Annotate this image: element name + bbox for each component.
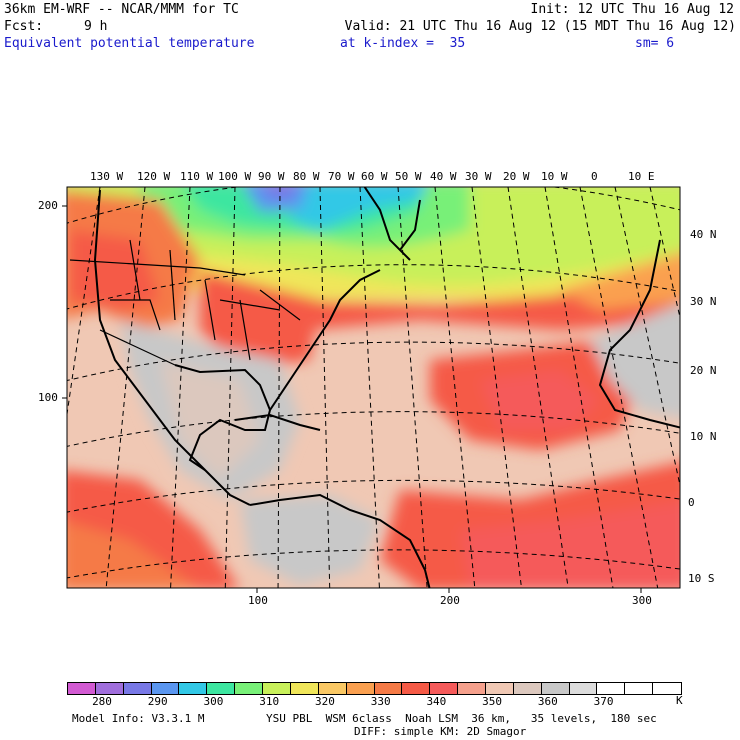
grid-x-label: 200 (440, 594, 460, 607)
lon-label: 50 W (395, 170, 422, 183)
colorbar-tick-label: 290 (147, 695, 168, 708)
colorbar-tick-label: 310 (259, 695, 280, 708)
diffusion-info: DIFF: simple KM: 2D Smagor (354, 725, 527, 738)
colorbar-cell (206, 682, 236, 695)
model-title: 36km EM-WRF -- NCAR/MMM for TC (4, 2, 239, 17)
colorbar-tick-label: 280 (92, 695, 112, 708)
colorbar-cell (289, 682, 319, 695)
colorbar-cell (484, 682, 514, 695)
forecast-label: Fcst: (4, 19, 44, 34)
init-time: Init: 12 UTC Thu 16 Aug 12 (530, 2, 735, 17)
lat-label: 0 (688, 496, 695, 509)
colorbar-tick-label: 320 (314, 695, 335, 708)
colorbar-cell (652, 682, 682, 695)
colorbar-cell (401, 682, 431, 695)
model-info: Model Info: V3.3.1 M (72, 712, 205, 725)
field-name: Equivalent potential temperature (4, 36, 255, 51)
lon-label: 90 W (258, 170, 285, 183)
colorbar-cell (345, 682, 375, 695)
valid-time: Valid: 21 UTC Thu 16 Aug 12 (15 MDT Thu … (344, 19, 736, 34)
grid-x-label: 100 (248, 594, 268, 607)
colorbar-cell (122, 682, 152, 695)
colorbar-cell (457, 682, 486, 695)
lon-label: 60 W (361, 170, 388, 183)
graticule (67, 187, 680, 588)
colorbar-cell (429, 682, 459, 695)
lon-label: 100 W (218, 170, 252, 183)
coastlines (93, 187, 680, 588)
colorbar-cell (540, 682, 570, 695)
level-info: at k-index = 35 (340, 36, 466, 51)
colorbar-cell (150, 682, 180, 695)
colorbar-tick-label: 330 (370, 695, 391, 708)
lon-label: 40 W (430, 170, 457, 183)
lon-label: 110 W (180, 170, 214, 183)
map-frame (66, 186, 681, 589)
lat-label: 40 N (690, 228, 717, 241)
lon-label: 10 E (628, 170, 655, 183)
colorbar-cell (67, 682, 96, 695)
colorbar-tick-label: 370 (593, 695, 614, 708)
lat-label: 10 N (690, 430, 717, 443)
colorbar-tick-label: 340 (426, 695, 447, 708)
field-shading (67, 187, 680, 588)
colorbar-cell (262, 682, 291, 695)
grid-y-label: 100 (38, 391, 58, 404)
colorbar-cell (178, 682, 208, 695)
lon-label: 20 W (503, 170, 530, 183)
colorbar-cell (234, 682, 264, 695)
colorbar-tick-label: 350 (482, 695, 503, 708)
colorbar-unit: K (676, 694, 683, 707)
lon-label: 120 W (137, 170, 171, 183)
colorbar-cell (317, 682, 347, 695)
lon-label: 80 W (293, 170, 320, 183)
lat-label: 20 N (690, 364, 717, 377)
lon-label: 130 W (90, 170, 124, 183)
grid-x-label: 300 (632, 594, 652, 607)
colorbar-tick-label: 360 (537, 695, 558, 708)
lon-label: 0 (591, 170, 598, 183)
colorbar-cell (568, 682, 598, 695)
lat-label: 30 N (690, 295, 717, 308)
smoothing-info: sm= 6 (635, 36, 675, 51)
political-borders (69, 239, 301, 366)
lon-label: 10 W (541, 170, 568, 183)
axis-ticks (62, 205, 642, 593)
colorbar-cell (373, 682, 403, 695)
lat-label: 10 S (688, 572, 715, 585)
colorbar-cell (596, 682, 626, 695)
lon-label: 30 W (465, 170, 492, 183)
colorbar-tick-label: 300 (203, 695, 224, 708)
lon-label: 70 W (328, 170, 355, 183)
physics-info: YSU PBL WSM 6class Noah LSM 36 km, 35 le… (266, 712, 657, 725)
colorbar-cell (512, 682, 542, 695)
colorbar-cell (94, 682, 124, 695)
forecast-hour: 9 h (84, 19, 108, 34)
colorbar-cell (624, 682, 654, 695)
grid-y-label: 200 (38, 199, 58, 212)
